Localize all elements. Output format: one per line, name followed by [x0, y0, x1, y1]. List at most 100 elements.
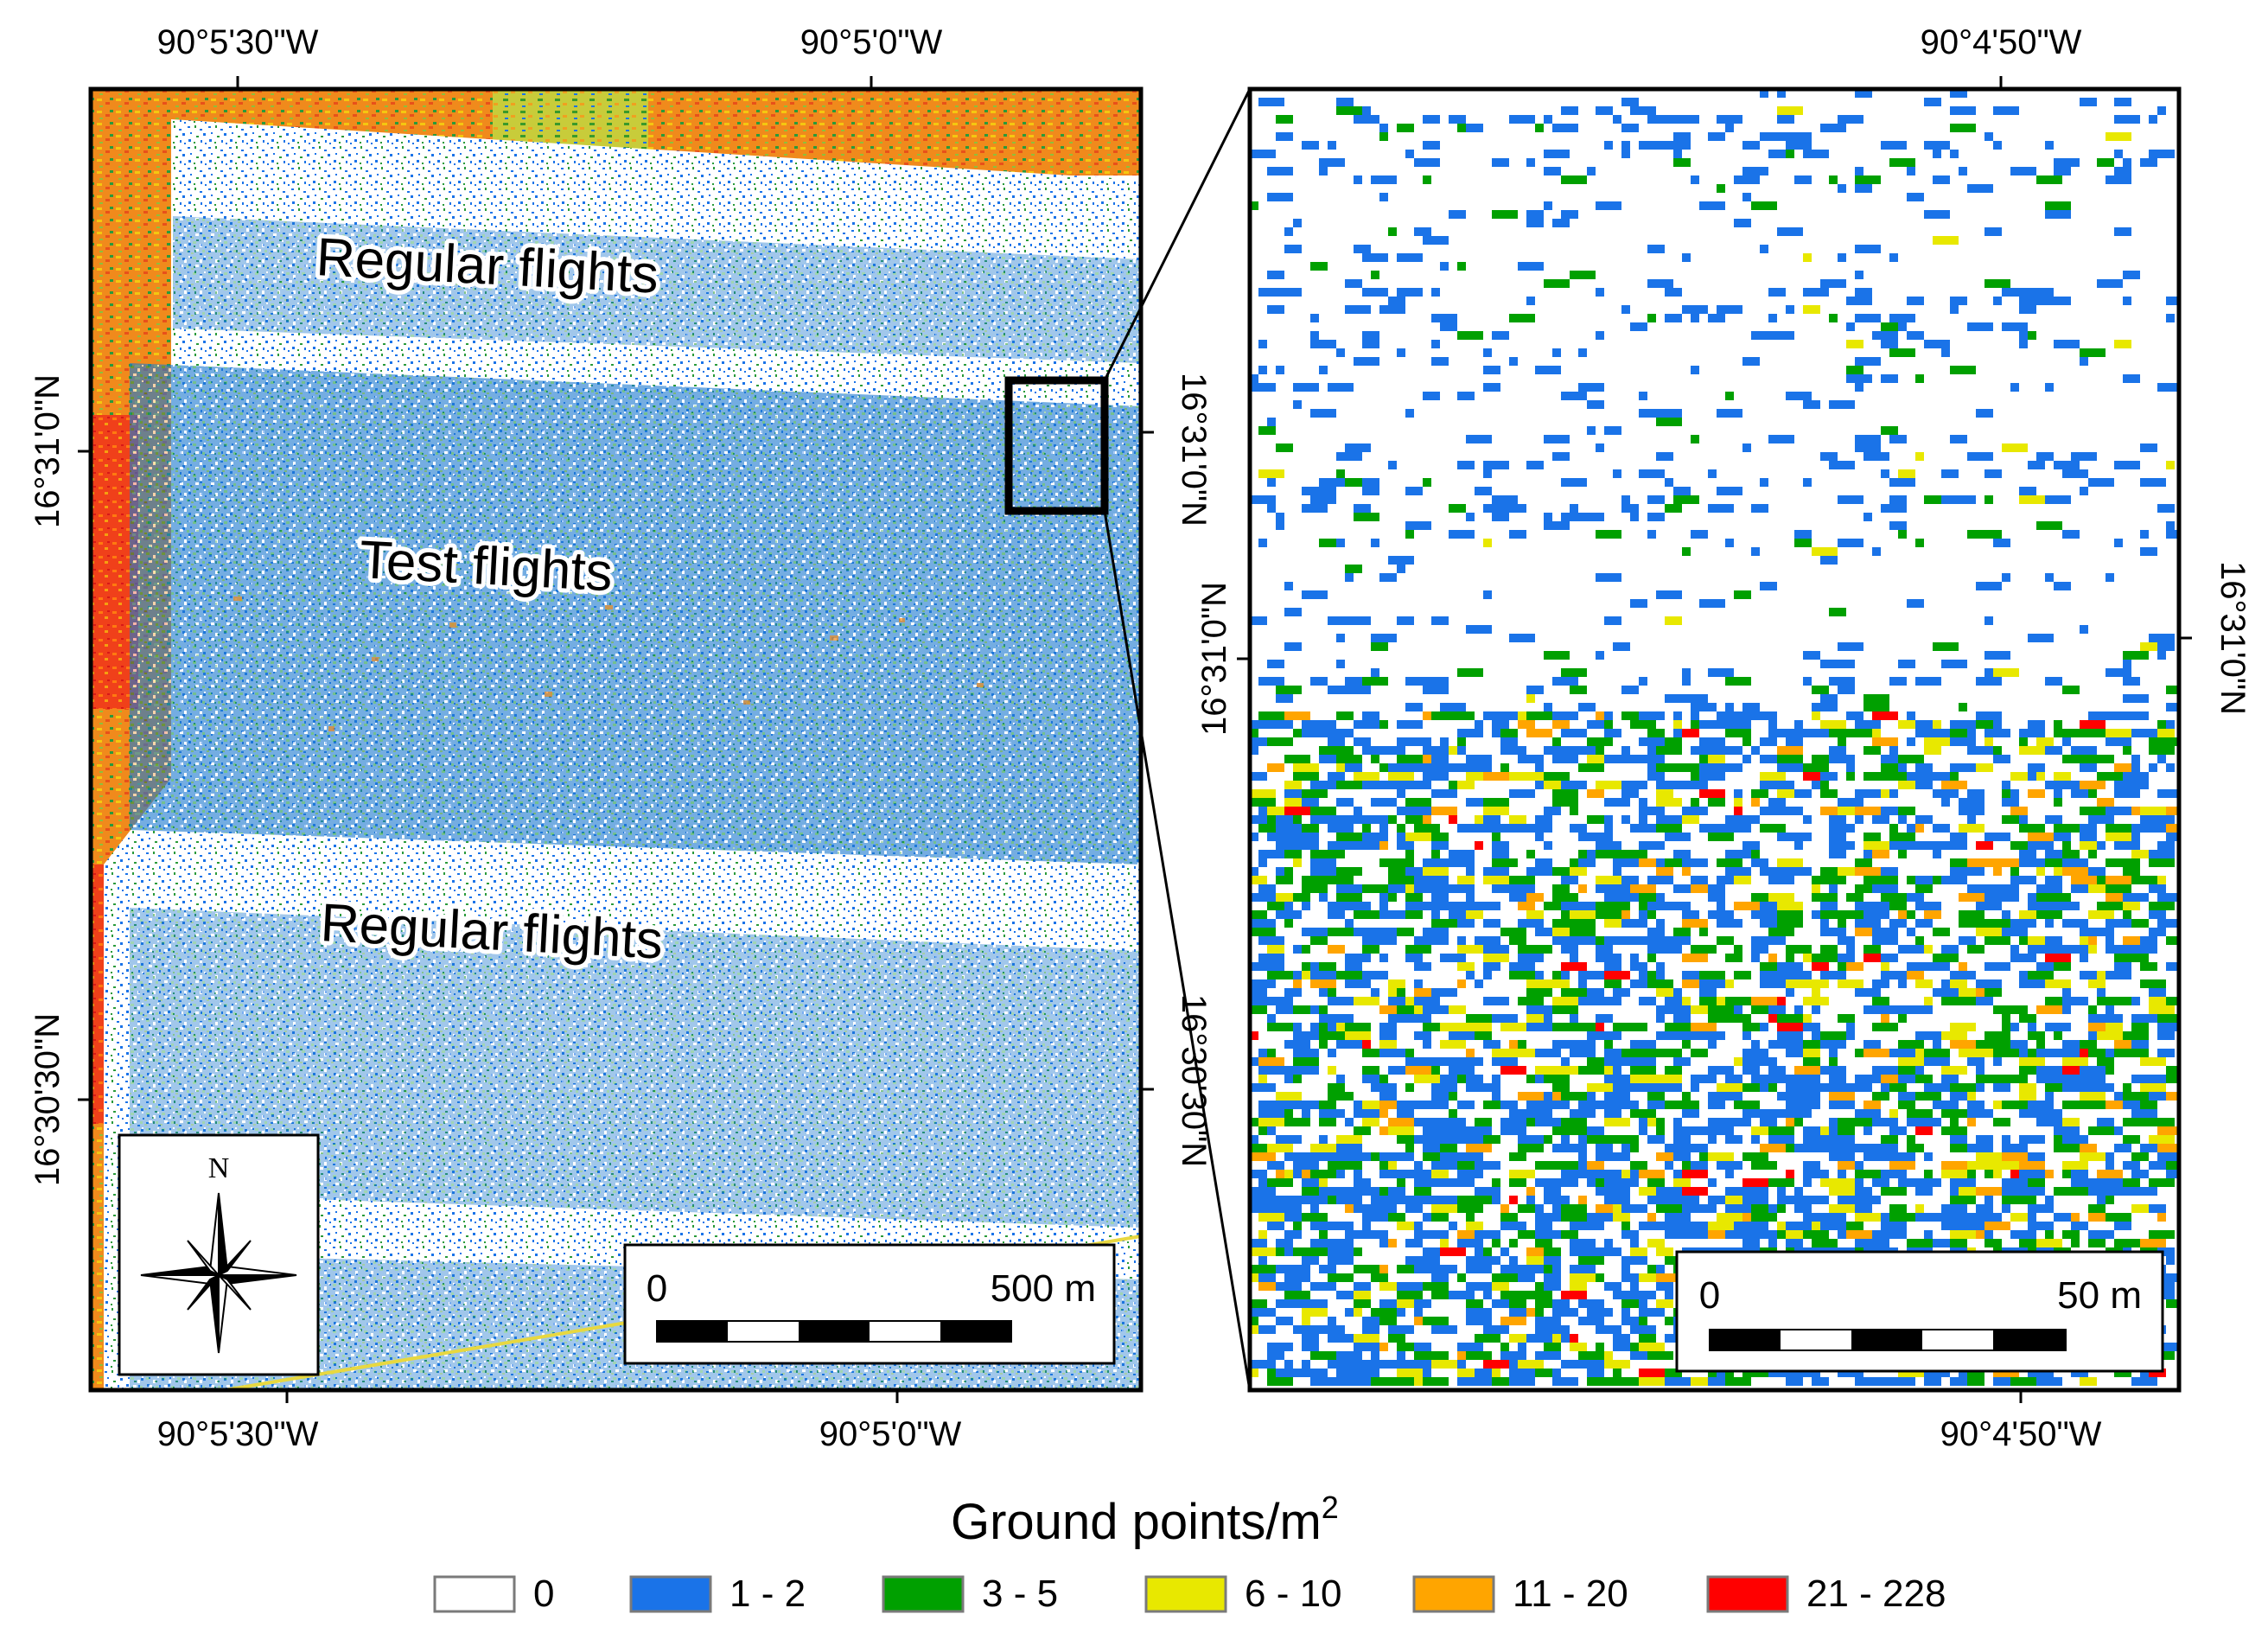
raster-cell — [1526, 219, 1544, 227]
raster-cell — [2028, 1049, 2036, 1057]
raster-cell — [1362, 478, 1379, 487]
raster-cell — [1466, 1023, 1492, 1031]
raster-cell — [1371, 1273, 1388, 1282]
raster-cell — [2131, 1040, 2149, 1049]
raster-cell — [1855, 314, 1881, 322]
raster-cell — [2114, 1369, 2131, 1377]
raster-cell — [2045, 746, 2062, 755]
raster-cell — [1725, 1075, 1742, 1083]
raster-cell — [1829, 314, 1838, 322]
raster-cell — [1950, 150, 1959, 158]
raster-cell — [1829, 175, 1838, 184]
raster-cell — [1457, 1101, 1475, 1109]
raster-cell — [1552, 452, 1570, 461]
raster-cell — [2157, 1144, 2179, 1152]
raster-cell — [1742, 1023, 1760, 1031]
raster-cell — [1708, 1101, 1725, 1109]
raster-cell — [1889, 884, 1898, 893]
raster-cell — [2140, 642, 2157, 651]
raster-cell — [2010, 1170, 2019, 1178]
raster-cell — [1786, 1230, 1803, 1239]
raster-cell — [1267, 305, 1284, 314]
raster-cell — [1596, 711, 1604, 720]
raster-cell — [1483, 962, 1492, 971]
raster-cell — [1354, 841, 1379, 850]
raster-cell — [1431, 902, 1457, 910]
raster-cell — [1336, 884, 1362, 893]
raster-cell — [1310, 1101, 1319, 1109]
raster-cell — [1803, 253, 1812, 262]
raster-cell — [1526, 850, 1535, 858]
raster-cell — [2002, 798, 2010, 807]
raster-cell — [2045, 1170, 2054, 1178]
raster-cell — [1863, 833, 1881, 841]
raster-cell — [1276, 1265, 1293, 1273]
raster-cell — [1483, 366, 1500, 374]
raster-cell — [1777, 1031, 1803, 1040]
raster-cell — [1319, 1031, 1345, 1040]
raster-cell — [1708, 1118, 1725, 1126]
raster-cell — [2002, 443, 2028, 452]
raster-cell — [1976, 798, 1984, 807]
raster-cell — [2036, 452, 2054, 461]
raster-cell — [2149, 997, 2166, 1005]
legend-item: 0 — [433, 1573, 554, 1615]
raster-cell — [1647, 902, 1665, 910]
raster-cell — [1812, 755, 1829, 763]
raster-cell — [1405, 150, 1414, 158]
raster-cell — [1967, 322, 1993, 331]
raster-cell — [1492, 1196, 1500, 1204]
raster-cell — [1812, 1377, 1829, 1386]
raster-cell — [1742, 193, 1751, 201]
raster-cell — [1656, 798, 1682, 807]
raster-cell — [2088, 1049, 2106, 1057]
raster-cell — [1466, 1256, 1483, 1265]
raster-cell — [1293, 1222, 1302, 1230]
raster-cell — [1768, 435, 1794, 443]
raster-cell — [1777, 89, 1786, 98]
raster-cell — [1328, 737, 1345, 746]
raster-cell — [1967, 184, 1993, 193]
raster-cell — [2028, 634, 2054, 642]
raster-cell — [1872, 997, 1889, 1005]
raster-cell — [2088, 850, 2097, 858]
raster-cell — [1803, 1040, 1820, 1049]
raster-cell — [2114, 167, 2131, 175]
raster-cell — [1336, 893, 1362, 902]
raster-cell — [1405, 945, 1431, 954]
raster-cell — [1881, 962, 1889, 971]
raster-cell — [1293, 219, 1302, 227]
legend-label: 1 - 2 — [729, 1573, 806, 1615]
raster-cell — [1310, 487, 1336, 495]
raster-cell — [1302, 1317, 1310, 1325]
raster-cell — [1475, 1334, 1500, 1343]
raster-cell — [2097, 928, 2114, 936]
raster-cell — [1544, 1247, 1561, 1256]
raster-cell — [1820, 1213, 1846, 1222]
raster-cell — [1665, 1334, 1673, 1343]
raster-cell — [1673, 1170, 1682, 1178]
raster-cell — [1708, 833, 1734, 841]
raster-cell — [1457, 1170, 1466, 1178]
raster-cell — [1544, 703, 1552, 711]
raster-cell — [1596, 573, 1621, 582]
raster-cell — [1310, 1144, 1336, 1152]
raster-cell — [2062, 469, 2088, 478]
raster-cell — [2036, 945, 2062, 954]
raster-cell — [1440, 703, 1466, 711]
raster-cell — [1768, 936, 1786, 945]
raster-cell — [2123, 772, 2149, 781]
raster-cell — [1924, 945, 1933, 954]
raster-cell — [1388, 876, 1414, 884]
raster-cell — [1682, 781, 1708, 789]
raster-cell — [1526, 711, 1552, 720]
raster-cell — [1691, 1377, 1708, 1386]
raster-cell — [1466, 1282, 1492, 1291]
raster-cell — [1915, 720, 1933, 729]
raster-cell — [1950, 729, 1967, 737]
raster-cell — [1717, 858, 1742, 867]
raster-cell — [2019, 858, 2045, 867]
raster-cell — [2131, 1109, 2157, 1118]
raster-cell — [1284, 807, 1310, 815]
raster-cell — [1950, 1239, 1967, 1247]
